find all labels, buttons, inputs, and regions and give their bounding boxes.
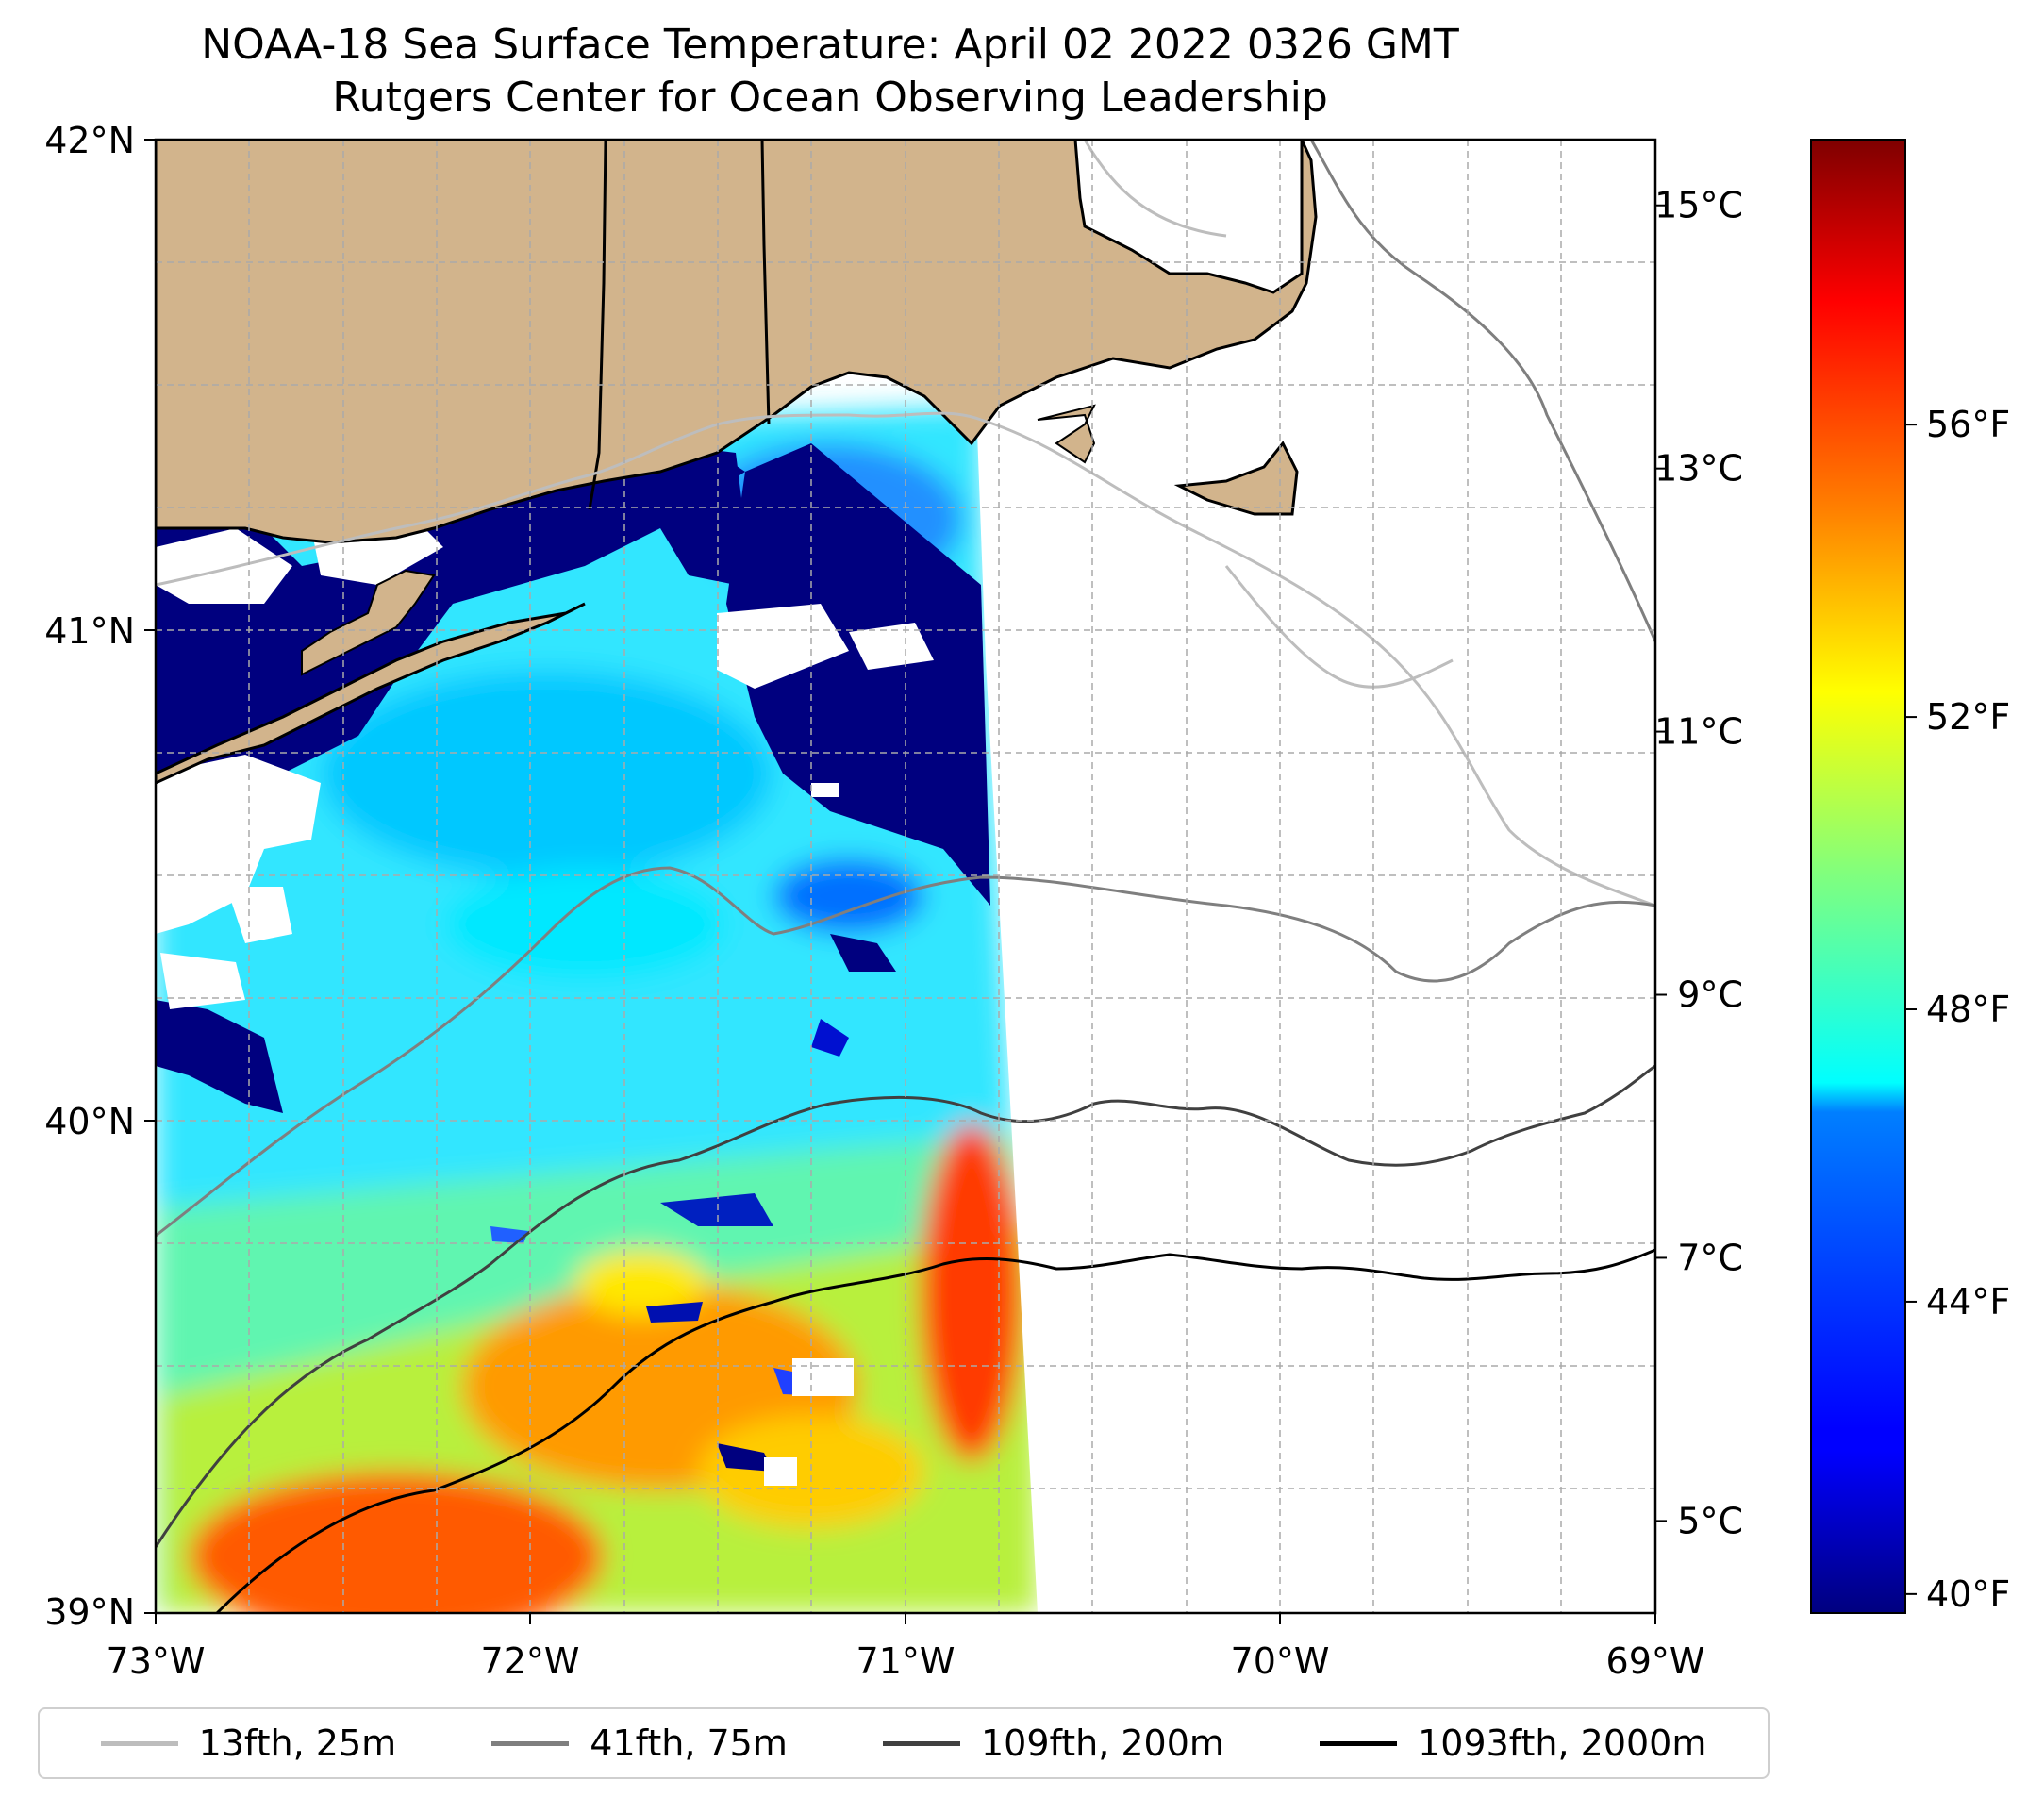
colorbar-tick-label-f: 52°F (1926, 696, 2010, 738)
isobath-75m-b (1309, 140, 1655, 642)
x-axis-labels: 73°W 72°W 71°W 70°W 69°W (107, 1640, 1705, 1682)
legend-item: 109fth, 200m (883, 1722, 1224, 1764)
isobath-25m (156, 411, 1655, 907)
colorbar-celsius-ticks: 15°C 13°C 11°C 9°C 7°C 5°C (1654, 185, 1743, 1542)
no-data-area (953, 140, 1655, 1613)
x-tick-label: 73°W (107, 1640, 206, 1682)
colorbar-tick-label-c: 11°C (1654, 711, 1743, 753)
legend-swatch (1320, 1740, 1398, 1746)
isobaths (156, 140, 1655, 1613)
y-tick-label: 39°N (44, 1591, 135, 1633)
legend-label: 109fth, 200m (981, 1722, 1224, 1764)
colorbar-tick-label-c: 7°C (1677, 1237, 1743, 1278)
colorbar-tick-label-c: 5°C (1677, 1500, 1743, 1541)
colorbar-tick-label-f: 48°F (1926, 989, 2010, 1030)
colorbar-tick-label-c: 9°C (1677, 974, 1743, 1016)
x-tick-label: 70°W (1231, 1640, 1330, 1682)
x-tick-label: 71°W (856, 1640, 956, 1682)
y-axis-labels: 42°N 41°N 40°N 39°N (44, 120, 135, 1633)
chart-subtitle: Rutgers Center for Ocean Observing Leade… (332, 74, 1328, 122)
y-tick-label: 41°N (44, 610, 135, 652)
isobath-2000m (215, 1248, 1655, 1613)
legend-item: 13fth, 25m (100, 1722, 397, 1764)
x-tick-label: 72°W (481, 1640, 580, 1682)
legend-swatch (100, 1740, 178, 1746)
colorbar-tick-label-c: 15°C (1654, 185, 1743, 226)
legend-swatch (883, 1740, 960, 1746)
x-tick-label: 69°W (1606, 1640, 1705, 1682)
legend-item: 1093fth, 2000m (1320, 1722, 1706, 1764)
legend-label: 13fth, 25m (198, 1722, 397, 1764)
chart-title: NOAA-18 Sea Surface Temperature: April 0… (201, 21, 1459, 69)
legend-label: 41fth, 75m (590, 1722, 788, 1764)
y-tick-label: 42°N (44, 120, 135, 161)
colorbar-fahrenheit-ticks: 56°F 52°F 48°F 44°F 40°F (1905, 404, 2010, 1615)
isobath-25m-c (1083, 140, 1227, 238)
legend-label: 1093fth, 2000m (1418, 1722, 1707, 1764)
land (156, 140, 1318, 785)
isobath-75m (156, 866, 1655, 1238)
colorbar-tick-label-c: 13°C (1654, 448, 1743, 490)
isobath-25m-b (1224, 565, 1454, 689)
colorbar-tick-label-f: 40°F (1926, 1573, 2010, 1615)
sst-field (156, 406, 1038, 1613)
colorbar-tick-label-f: 56°F (1926, 404, 2010, 445)
isobath-legend: 13fth, 25m 41fth, 75m 109fth, 200m 1093f… (38, 1707, 1770, 1779)
y-tick-label: 40°N (44, 1101, 135, 1142)
legend-swatch (491, 1740, 570, 1746)
colorbar-tick-label-f: 44°F (1926, 1281, 2010, 1323)
colorbar (1810, 139, 1906, 1614)
axis-ticks (144, 139, 1656, 1624)
state-borders (588, 139, 771, 510)
legend-item: 41fth, 75m (491, 1722, 788, 1764)
isobath-200m (156, 1064, 1655, 1548)
